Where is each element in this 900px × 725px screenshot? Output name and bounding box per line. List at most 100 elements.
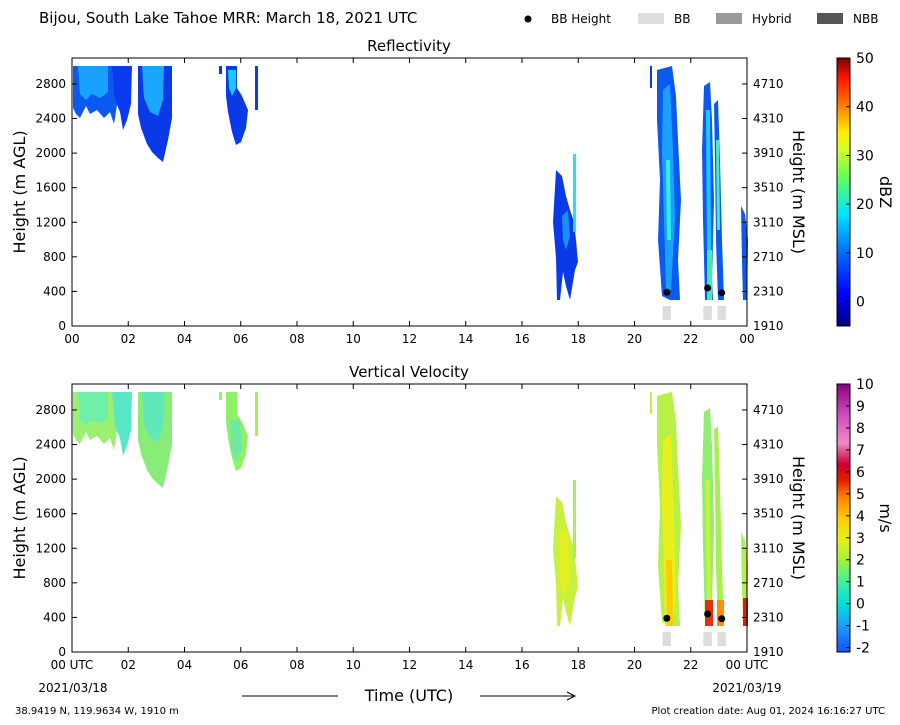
x-tick-label: 08 bbox=[289, 332, 304, 346]
y-tick-label: 0 bbox=[58, 645, 66, 659]
y-right-tick-label: 4710 bbox=[753, 77, 784, 91]
x-tick-label: 08 bbox=[289, 658, 304, 672]
y-tick-label: 1200 bbox=[35, 215, 66, 229]
echo-cluster bbox=[650, 392, 652, 414]
legend-hybrid-label: Hybrid bbox=[752, 12, 792, 26]
echo-cluster bbox=[666, 160, 671, 240]
x-tick-label: 10 bbox=[346, 658, 361, 672]
echo-cluster bbox=[666, 560, 673, 626]
station-location: 38.9419 N, 119.9634 W, 1910 m bbox=[15, 706, 179, 717]
bb-height-point bbox=[718, 289, 726, 297]
y-right-tick-label: 3510 bbox=[753, 181, 784, 195]
y-tick-label: 800 bbox=[43, 250, 66, 264]
echo-cluster bbox=[255, 392, 258, 436]
velocity-ylabel-right: Height (m MSL) bbox=[789, 456, 808, 580]
x-axis-label: Time (UTC) bbox=[364, 686, 453, 705]
colorbar-tick-label: 30 bbox=[856, 148, 874, 164]
echo-cluster bbox=[112, 66, 132, 130]
reflectivity-colorbar-label: dBZ bbox=[876, 176, 895, 208]
x-tick-label: 12 bbox=[402, 332, 417, 346]
legend-bb-height-marker bbox=[524, 15, 532, 23]
y-right-tick-label: 3510 bbox=[753, 507, 784, 521]
reflectivity-ylabel: Height (m AGL) bbox=[10, 130, 29, 253]
colorbar-tick-label: 5 bbox=[856, 487, 865, 503]
y-tick-label: 0 bbox=[58, 319, 66, 333]
y-tick-label: 1200 bbox=[35, 541, 66, 555]
colorbar-tick-label: 4 bbox=[856, 509, 865, 525]
reflectivity-title: Reflectivity bbox=[367, 37, 451, 55]
legend: BB Height BB Hybrid NBB bbox=[524, 12, 878, 26]
echo-cluster bbox=[650, 66, 652, 88]
bb-segment bbox=[703, 306, 712, 320]
xlabel-arrowhead bbox=[566, 691, 577, 701]
echo-cluster bbox=[706, 110, 711, 250]
x-tick-label: 04 bbox=[177, 332, 192, 346]
y-tick-label: 1600 bbox=[35, 181, 66, 195]
echo-cluster bbox=[142, 66, 164, 116]
bb-height-point bbox=[663, 614, 671, 622]
legend-bb-label: BB bbox=[674, 12, 690, 26]
y-right-tick-label: 2310 bbox=[753, 284, 784, 298]
x-tick-label: 12 bbox=[402, 658, 417, 672]
y-tick-label: 2800 bbox=[35, 77, 66, 91]
colorbar-tick-label: 0 bbox=[856, 295, 865, 311]
reflectivity-bright-band bbox=[662, 284, 726, 320]
x-tick-label: 04 bbox=[177, 658, 192, 672]
plot-creation-date: Plot creation date: Aug 01, 2024 16:16:2… bbox=[652, 706, 885, 717]
x-tick-label: 10 bbox=[346, 332, 361, 346]
colorbar-tick-label: 10 bbox=[856, 246, 874, 262]
reflectivity-x-ticks: 00 02 04 06 08 10 12 14 16 18 20 22 00 bbox=[64, 58, 755, 346]
y-tick-label: 2800 bbox=[35, 403, 66, 417]
echo-cluster bbox=[562, 210, 570, 250]
colorbar-tick-label: 0 bbox=[856, 597, 865, 613]
colorbar-tick-label: -1 bbox=[856, 619, 870, 635]
y-right-tick-label: 3910 bbox=[753, 146, 784, 160]
velocity-x-ticks: 00 UTC 02 04 06 08 10 12 14 16 18 20 22 00 UTC bbox=[51, 384, 768, 672]
colorbar-tick-label: 1 bbox=[856, 575, 865, 591]
reflectivity-colorbar bbox=[836, 57, 851, 327]
echo-cluster bbox=[219, 66, 222, 74]
reflectivity-echoes bbox=[73, 66, 748, 300]
bb-height-point bbox=[663, 288, 671, 296]
y-tick-label: 2000 bbox=[35, 146, 66, 160]
velocity-ylabel: Height (m AGL) bbox=[10, 456, 29, 579]
date-end: 2021/03/19 bbox=[712, 681, 781, 695]
echo-cluster bbox=[560, 530, 570, 600]
y-tick-label: 400 bbox=[43, 610, 66, 624]
colorbar-tick-label: 40 bbox=[856, 100, 874, 116]
y-right-tick-label: 2310 bbox=[753, 610, 784, 624]
y-right-tick-label: 4310 bbox=[753, 438, 784, 452]
echo-cluster bbox=[741, 206, 748, 300]
colorbar-tick-label: 10 bbox=[856, 377, 874, 393]
y-tick-label: 2400 bbox=[35, 112, 66, 126]
legend-nbb-swatch bbox=[817, 13, 843, 24]
colorbar-tick-label: -2 bbox=[856, 641, 870, 657]
colorbar-tick-label: 8 bbox=[856, 421, 865, 437]
x-tick-label: 18 bbox=[571, 332, 586, 346]
echo-cluster bbox=[716, 140, 720, 230]
x-tick-label: 00 UTC bbox=[51, 658, 94, 672]
bb-segment bbox=[717, 306, 726, 320]
echo-cluster bbox=[142, 392, 164, 442]
echo-cluster bbox=[255, 66, 258, 110]
bb-segment bbox=[662, 306, 672, 320]
colorbar-tick-label: 20 bbox=[856, 197, 874, 213]
y-right-tick-label: 2710 bbox=[753, 250, 784, 264]
velocity-y-ticks: 0 400 800 1200 1600 2000 2400 2800 bbox=[35, 403, 77, 659]
y-tick-label: 1600 bbox=[35, 507, 66, 521]
y-right-tick-label: 3110 bbox=[753, 215, 784, 229]
colorbar-tick-label: 50 bbox=[856, 51, 874, 67]
echo-cluster bbox=[573, 154, 576, 232]
reflectivity-y-ticks: 0 400 800 1200 1600 2000 2400 2800 bbox=[35, 77, 77, 333]
echo-cluster bbox=[707, 250, 712, 300]
x-tick-label: 14 bbox=[458, 658, 473, 672]
reflectivity-panel: Reflectivity bbox=[10, 37, 895, 346]
reflectivity-colorbar-ticks: 0 10 20 30 40 50 bbox=[846, 51, 874, 311]
y-right-tick-label: 3110 bbox=[753, 541, 784, 555]
echo-cluster bbox=[230, 420, 242, 462]
bb-segment bbox=[703, 632, 712, 646]
legend-nbb-label: NBB bbox=[853, 12, 878, 26]
date-start: 2021/03/18 bbox=[38, 681, 107, 695]
